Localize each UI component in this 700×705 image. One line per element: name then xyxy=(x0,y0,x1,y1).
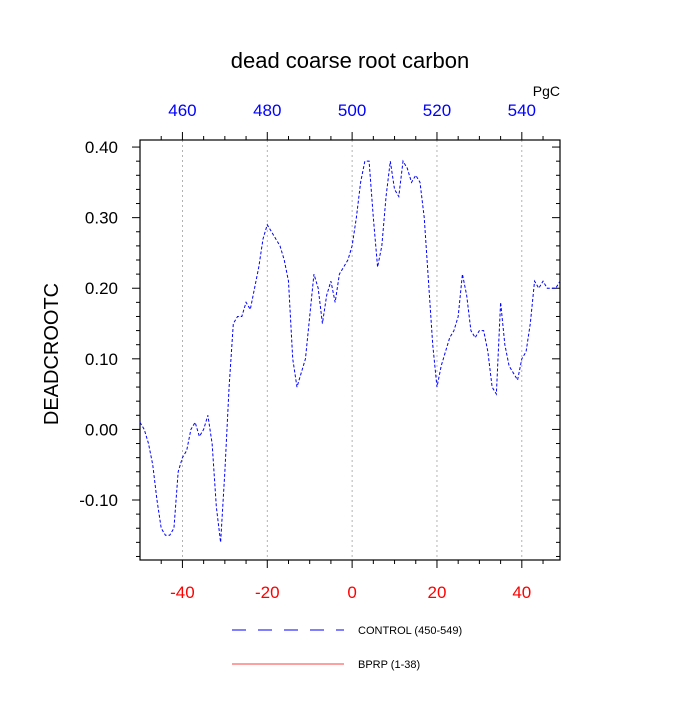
x-tick-label-4: 40 xyxy=(512,583,531,602)
x-tick-label-1: -20 xyxy=(255,583,280,602)
top-axis-unit: PgC xyxy=(533,83,560,99)
top-tick-label-4: 540 xyxy=(508,101,536,120)
series-line-control xyxy=(139,159,561,543)
plot-frame xyxy=(139,139,561,561)
y-tick-label-3: 0.20 xyxy=(85,279,118,298)
chart-title: dead coarse root carbon xyxy=(231,48,470,73)
y-tick-label-1: 0.00 xyxy=(85,420,118,439)
axes: -40 -20 0 20 40 460 480 500 520 540 -0.10 0.00 0.10 0… xyxy=(79,101,561,602)
y-tick-label-0: -0.10 xyxy=(79,491,118,510)
y-tick-label-2: 0.10 xyxy=(85,350,118,369)
grid-lines xyxy=(182,140,523,560)
y-tick-label-5: 0.40 xyxy=(85,138,118,157)
legend-label-control: CONTROL (450-549) xyxy=(358,625,462,637)
x-tick-label-2: 0 xyxy=(347,583,356,602)
top-tick-label-0: 460 xyxy=(168,101,196,120)
top-tick-label-2: 500 xyxy=(338,101,366,120)
x-tick-label-0: -40 xyxy=(170,583,195,602)
x-tick-label-3: 20 xyxy=(428,583,447,602)
legend: CONTROL (450-549) BPRP (1-38) xyxy=(232,625,462,671)
series-layer xyxy=(139,159,561,543)
legend-label-bprp: BPRP (1-38) xyxy=(358,659,420,671)
top-tick-label-3: 520 xyxy=(423,101,451,120)
y-axis-label: DEADCROOTC xyxy=(41,283,63,425)
top-tick-label-1: 480 xyxy=(253,101,281,120)
y-tick-label-4: 0.30 xyxy=(85,209,118,228)
